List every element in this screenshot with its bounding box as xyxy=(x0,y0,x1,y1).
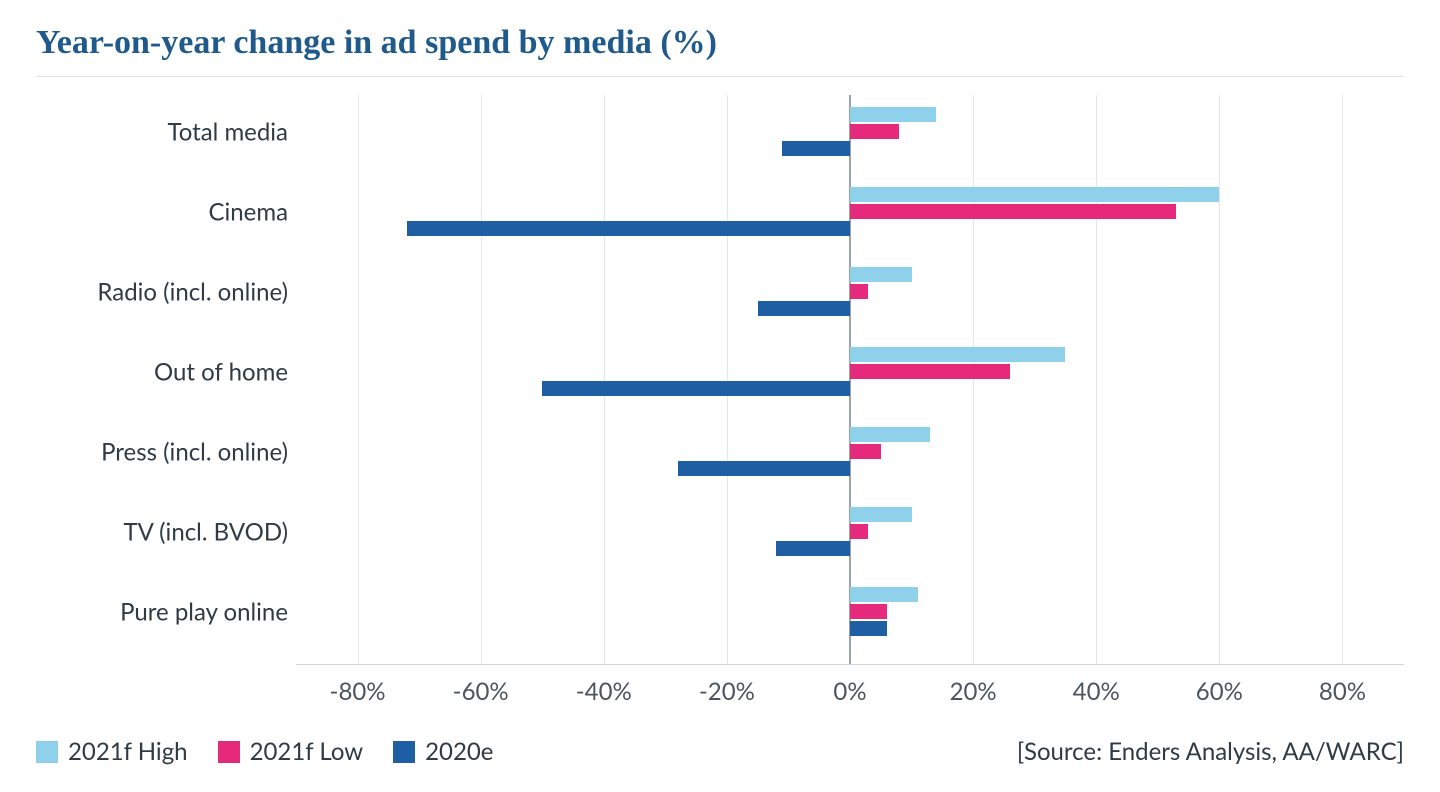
x-tick-label: 60% xyxy=(1196,677,1243,706)
bar xyxy=(758,301,850,316)
legend-swatch xyxy=(36,741,58,763)
bar xyxy=(850,124,899,139)
x-tick-label: 0% xyxy=(833,677,866,706)
bar xyxy=(776,541,850,556)
x-tick-label: -80% xyxy=(330,677,386,706)
bar xyxy=(850,284,868,299)
x-tick-label: 20% xyxy=(950,677,997,706)
bar xyxy=(850,507,912,522)
x-tick-label: -20% xyxy=(699,677,755,706)
bar xyxy=(850,187,1219,202)
category-label: Pure play online xyxy=(120,597,296,626)
bar xyxy=(850,604,887,619)
legend-swatch xyxy=(218,741,240,763)
bar xyxy=(850,267,912,282)
x-tick-label: -60% xyxy=(453,677,509,706)
bar xyxy=(850,444,881,459)
legend-label: 2021f Low xyxy=(250,737,364,766)
x-tick-label: 40% xyxy=(1073,677,1120,706)
x-tick-label: 80% xyxy=(1319,677,1366,706)
legend-item: 2021f Low xyxy=(218,737,364,766)
legend-label: 2020e xyxy=(425,737,493,766)
category-label: Out of home xyxy=(154,357,296,386)
category-group: Cinema xyxy=(296,183,1404,263)
bar xyxy=(850,204,1176,219)
bar xyxy=(850,621,887,636)
legend-item: 2021f High xyxy=(36,737,188,766)
bar xyxy=(678,461,850,476)
x-axis: -80% -60% -40% -20% 0% 20% 40% 60% 80% xyxy=(296,667,1404,715)
bar-groups: Total mediaCinemaRadio (incl. online)Out… xyxy=(296,95,1404,665)
legend-label: 2021f High xyxy=(68,737,188,766)
bar xyxy=(850,587,918,602)
bar xyxy=(782,141,850,156)
title-rule xyxy=(36,76,1404,77)
legend-item: 2020e xyxy=(393,737,493,766)
bar xyxy=(542,381,850,396)
category-label: Cinema xyxy=(208,197,296,226)
bar xyxy=(850,524,868,539)
category-group: TV (incl. BVOD) xyxy=(296,503,1404,583)
bar xyxy=(850,107,936,122)
bar xyxy=(850,427,930,442)
bar xyxy=(850,347,1065,362)
category-label: TV (incl. BVOD) xyxy=(123,517,296,546)
category-group: Press (incl. online) xyxy=(296,423,1404,503)
legend: 2021f High 2021f Low 2020e xyxy=(36,737,493,766)
category-label: Press (incl. online) xyxy=(101,437,296,466)
legend-swatch xyxy=(393,741,415,763)
x-tick-label: -40% xyxy=(576,677,632,706)
category-group: Total media xyxy=(296,103,1404,183)
plot-area: Total mediaCinemaRadio (incl. online)Out… xyxy=(296,95,1404,665)
chart-footer: 2021f High 2021f Low 2020e [Source: Enders… xyxy=(36,737,1404,766)
category-group: Radio (incl. online) xyxy=(296,263,1404,343)
source-text: [Source: Enders Analysis, AA/WARC] xyxy=(1017,737,1404,766)
chart-title: Year-on-year change in ad spend by media… xyxy=(36,24,1404,76)
chart-container: Year-on-year change in ad spend by media… xyxy=(0,0,1440,792)
category-label: Radio (incl. online) xyxy=(97,277,296,306)
bar xyxy=(850,364,1010,379)
category-label: Total media xyxy=(167,117,296,146)
category-group: Pure play online xyxy=(296,583,1404,663)
category-group: Out of home xyxy=(296,343,1404,423)
bar xyxy=(407,221,850,236)
